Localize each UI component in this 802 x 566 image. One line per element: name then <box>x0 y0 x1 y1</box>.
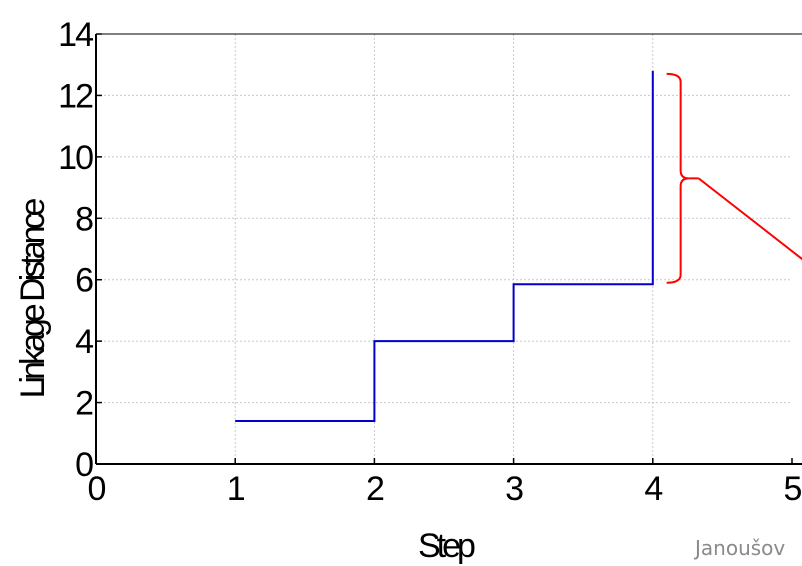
y-tick-label-4: 4 <box>75 323 93 361</box>
y-axis-title: Linkage Distance <box>14 198 52 398</box>
series-group <box>235 70 654 422</box>
red-brace <box>666 72 689 284</box>
x-tick-label-0: 0 <box>88 470 106 508</box>
y-tick-label-0: 0 <box>75 446 93 484</box>
y-tick-label-6: 6 <box>75 262 93 300</box>
x-tick-label-2: 2 <box>366 470 384 508</box>
brace-pointer-line <box>698 177 802 261</box>
y-tick-label-8: 8 <box>75 200 93 238</box>
x-tick-label-5: 5 <box>784 470 802 508</box>
y-tick-label-14: 14 <box>58 16 93 54</box>
x-axis-title: Step <box>418 527 475 565</box>
plot-frame <box>95 33 802 465</box>
x-tick-label-1: 1 <box>227 470 245 508</box>
y-axis-ticks: 0 2 4 6 8 10 12 14 <box>58 16 102 484</box>
x-tick-label-3: 3 <box>505 470 523 508</box>
brace-annotation <box>666 72 802 284</box>
y-tick-label-2: 2 <box>75 385 93 423</box>
x-tick-label-4: 4 <box>644 470 662 508</box>
step-series-line-1 <box>235 70 654 422</box>
credit-text: Janoušov <box>695 536 786 560</box>
y-tick-label-10: 10 <box>58 139 93 177</box>
grid-lines <box>96 34 792 464</box>
y-tick-label-12: 12 <box>58 77 93 115</box>
x-axis-ticks: 0 1 2 3 4 5 <box>88 458 802 508</box>
